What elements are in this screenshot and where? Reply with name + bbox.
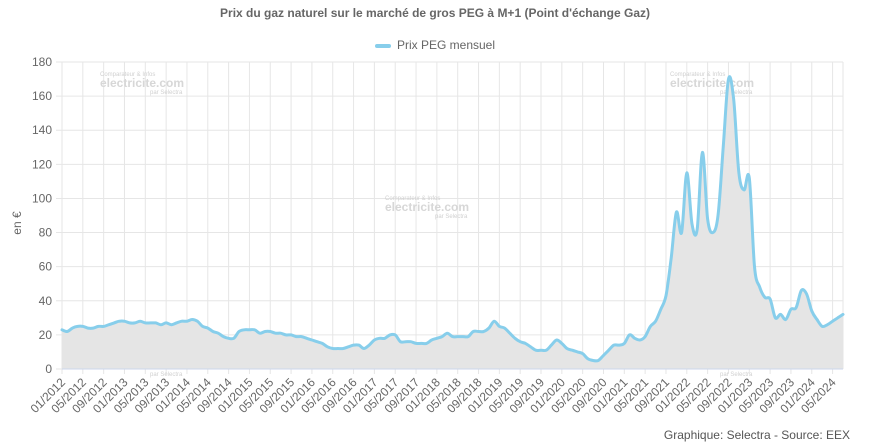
chart-title: Prix du gaz naturel sur le marché de gro… xyxy=(220,6,650,20)
y-tick-label: 180 xyxy=(32,55,52,69)
y-tick-label: 40 xyxy=(39,294,53,308)
legend-swatch xyxy=(374,43,391,48)
y-tick-label: 120 xyxy=(32,157,52,171)
watermark-line3: par Selectra xyxy=(435,214,468,220)
watermark-line3: par Selectra xyxy=(720,90,753,96)
series-area xyxy=(62,76,843,370)
x-axis: 01/201205/201209/201201/201305/201309/20… xyxy=(28,375,839,416)
y-axis: 0 20 40 60 80 100 120 140 160 180 xyxy=(32,55,52,376)
y-tick-label: 140 xyxy=(32,123,52,137)
y-tick-label: 20 xyxy=(39,328,53,342)
watermark-line1: Comparateur & Infos xyxy=(385,196,440,202)
y-tick-label: 0 xyxy=(45,362,52,376)
y-tick-label: 100 xyxy=(32,191,52,205)
y-tick-label: 160 xyxy=(32,89,52,103)
watermark-line3: par Selectra xyxy=(720,372,753,378)
watermark-line2: electricite.com xyxy=(100,76,184,90)
y-tick-label: 80 xyxy=(39,226,53,240)
watermark-line2: electricite.com xyxy=(670,76,754,90)
watermark-line3: par Selectra xyxy=(150,372,183,378)
watermark-line1: Comparateur & Infos xyxy=(100,72,155,78)
watermark-line1: Comparateur & Infos xyxy=(670,72,725,78)
series-line xyxy=(60,75,845,363)
watermark-line2: electricite.com xyxy=(385,200,469,214)
plot-area xyxy=(60,75,845,370)
y-tick-label: 60 xyxy=(39,260,53,274)
watermark-line3: par Selectra xyxy=(150,90,183,96)
legend[interactable]: Prix PEG mensuel xyxy=(0,38,870,52)
legend-label: Prix PEG mensuel xyxy=(396,38,496,52)
credits: Graphique: Selectra - Source: EEX xyxy=(663,428,850,442)
